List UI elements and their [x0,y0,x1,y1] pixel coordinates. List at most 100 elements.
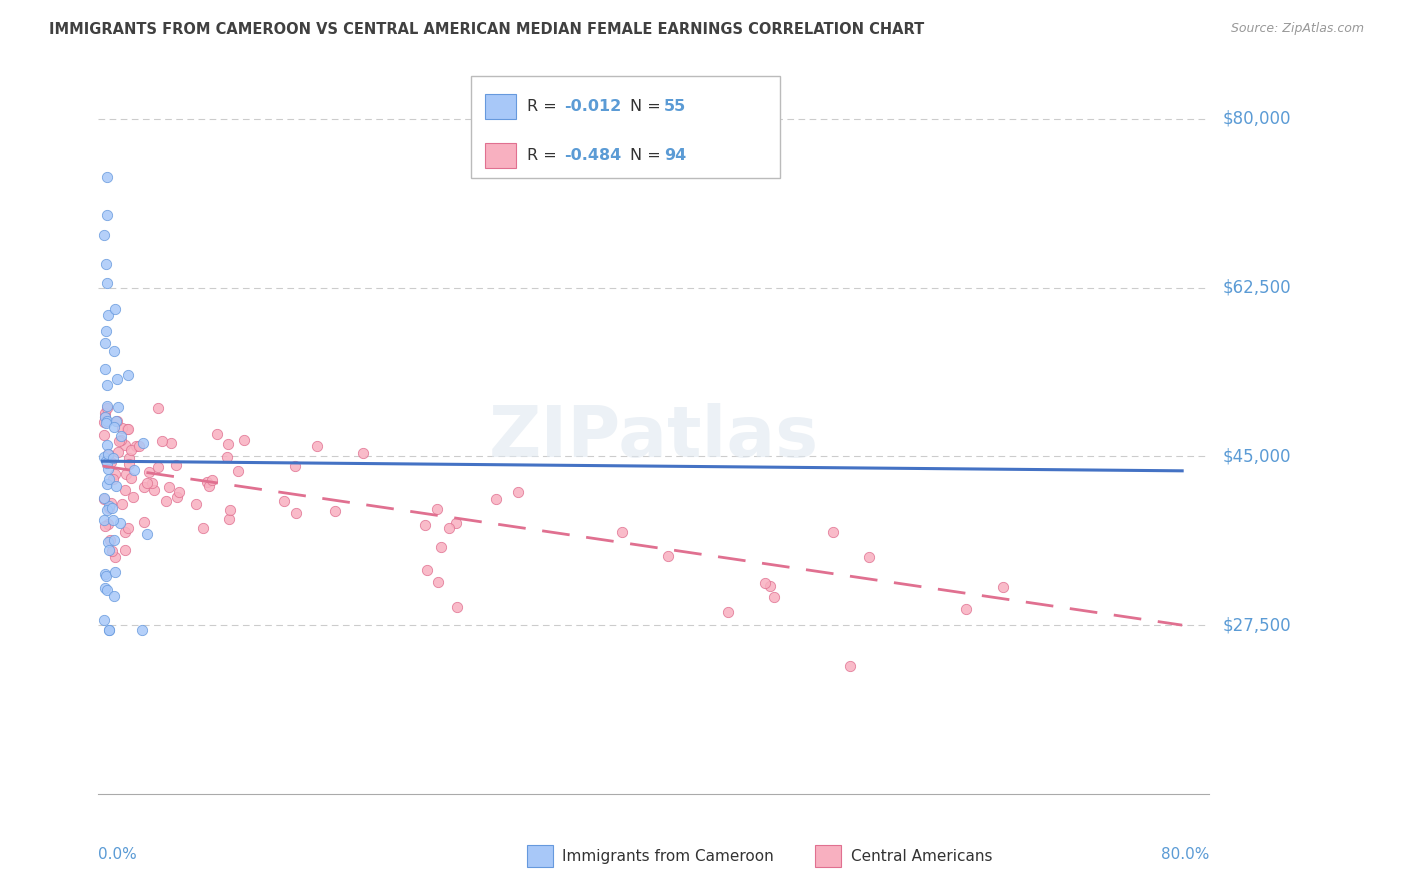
Point [150,434,173,448]
Point [115,422,138,436]
Point [101,472,124,486]
Point [273,494,295,508]
Point [425,501,447,516]
Point [114,483,136,498]
Text: N =: N = [630,99,666,114]
Point [754,576,776,591]
Point [323,504,346,518]
Point [96,208,118,222]
Point [138,465,160,479]
Point [136,526,159,541]
Point [96,399,118,413]
Point [132,435,155,450]
Point [415,517,437,532]
Point [94,256,117,270]
Point [437,521,460,535]
Text: Source: ZipAtlas.com: Source: ZipAtlas.com [1230,22,1364,36]
Point [98,533,121,548]
Point [122,463,145,477]
Point [103,589,125,603]
Point [96,454,118,468]
Point [96,456,118,470]
Point [96,416,118,430]
Point [114,525,136,540]
Point [98,499,121,513]
Point [111,497,134,511]
Point [146,460,169,475]
Text: 94: 94 [664,148,686,163]
Point [94,519,117,533]
Point [104,302,127,317]
Point [97,447,120,461]
Point [657,549,679,564]
Point [143,483,166,498]
Point [97,447,120,461]
Point [823,524,845,539]
Point [120,443,142,458]
Point [97,462,120,476]
Point [155,494,177,508]
Point [104,467,127,481]
Point [107,445,129,459]
Point [100,496,122,510]
Point [128,439,150,453]
Point [763,590,786,604]
Point [122,490,145,504]
Point [141,475,163,490]
Point [94,410,117,425]
Point [96,378,118,392]
Point [426,574,449,589]
Point [97,517,120,532]
Point [993,580,1015,594]
Point [118,457,141,471]
Point [444,516,467,531]
Point [93,613,115,627]
Point [96,583,118,598]
Point [94,362,117,376]
Point [284,506,307,520]
Text: $45,000: $45,000 [1223,448,1292,466]
Point [101,513,124,527]
Point [100,455,122,469]
Point [165,458,187,472]
Text: R =: R = [527,99,562,114]
Text: 55: 55 [664,99,686,114]
Point [97,451,120,466]
Point [94,566,117,581]
Point [93,335,115,350]
Point [219,502,242,516]
Text: 80.0%: 80.0% [1161,847,1209,863]
Point [284,459,307,474]
Point [97,500,120,515]
Point [101,543,124,558]
Point [94,409,117,424]
Point [103,451,125,466]
Point [215,450,238,464]
Point [97,473,120,487]
Point [96,401,118,416]
Point [97,623,120,637]
Point [93,227,115,242]
Point [148,401,170,416]
Point [93,415,115,429]
Point [93,450,115,464]
Point [186,497,208,511]
Point [858,549,880,564]
Point [108,516,131,531]
Text: $62,500: $62,500 [1223,278,1292,297]
Point [226,464,249,478]
Point [201,473,224,487]
Point [205,427,228,442]
Point [610,525,633,540]
Point [96,276,118,290]
Point [104,479,127,493]
Text: Immigrants from Cameroon: Immigrants from Cameroon [562,849,775,863]
Point [110,429,132,443]
Point [233,433,256,447]
Point [134,480,156,494]
Text: $27,500: $27,500 [1223,616,1292,634]
Point [117,521,139,535]
Point [96,414,118,428]
Point [157,480,180,494]
Text: R =: R = [527,148,562,163]
